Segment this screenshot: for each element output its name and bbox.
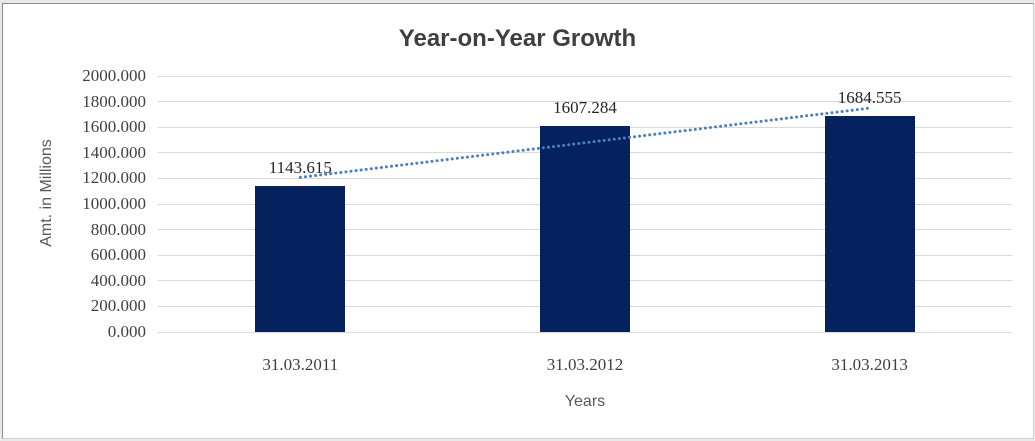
- gridline: [158, 331, 1012, 333]
- bar-31.03.2012: [540, 126, 630, 332]
- y-tick-label: 1200.000: [82, 168, 146, 188]
- bar-data-label: 1143.615: [268, 157, 332, 177]
- gridline: [158, 75, 1012, 77]
- bar-31.03.2013: [824, 116, 915, 332]
- y-tick-label: 1600.000: [82, 117, 146, 137]
- y-tick-label: 0.000: [107, 322, 146, 341]
- y-tick-label: 600.000: [90, 245, 146, 265]
- y-tick-label: 400.000: [90, 270, 146, 290]
- gridline: [158, 101, 1012, 103]
- y-axis-title: Amt. in Millions: [38, 139, 55, 247]
- bar-data-label: 1684.555: [837, 88, 902, 108]
- x-category-label: 31.03.2013: [831, 355, 908, 374]
- x-category-label: 31.03.2012: [546, 355, 624, 374]
- y-tick-label: 800.000: [90, 219, 146, 239]
- y-tick-label: 1400.000: [82, 142, 146, 162]
- chart-title: Year-on-Year Growth: [398, 25, 637, 52]
- y-tick-label: 200.000: [90, 296, 146, 316]
- bar-data-label: 1607.284: [553, 98, 617, 118]
- x-category-label: 31.03.2011: [262, 355, 339, 374]
- y-tick-label: 1800.000: [82, 91, 146, 111]
- x-axis-title: Years: [564, 393, 606, 410]
- y-tick-label: 2000.000: [82, 66, 146, 85]
- y-tick-label: 1000.000: [82, 194, 146, 213]
- bar-31.03.2011: [255, 185, 346, 332]
